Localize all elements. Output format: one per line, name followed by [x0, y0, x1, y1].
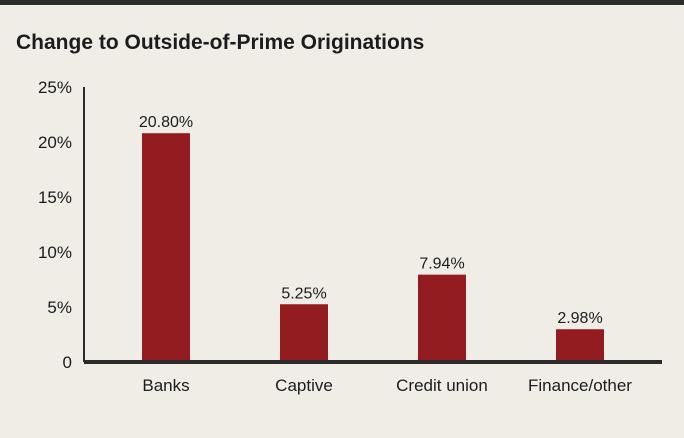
bar-credit-union — [418, 274, 466, 362]
data-label: 7.94% — [419, 256, 464, 273]
data-label: 5.25% — [281, 285, 326, 302]
y-tick-label: 25% — [38, 78, 72, 97]
data-label: 2.98% — [557, 310, 602, 327]
y-tick-label: 5% — [47, 298, 72, 317]
y-tick-label: 0 — [63, 353, 72, 372]
data-label: 20.80% — [139, 114, 193, 131]
bar-finance-other — [556, 329, 604, 362]
bar-banks — [142, 133, 190, 362]
y-tick-label: 10% — [38, 243, 72, 262]
y-tick-label: 15% — [38, 188, 72, 207]
x-category-label: Finance/other — [528, 376, 632, 395]
y-tick-label: 20% — [38, 133, 72, 152]
bar-captive — [280, 304, 328, 362]
x-category-label: Credit union — [396, 376, 488, 395]
x-category-label: Banks — [142, 376, 189, 395]
chart-title: Change to Outside-of-Prime Originations — [16, 31, 425, 54]
x-category-label: Captive — [275, 376, 333, 395]
bar-chart: 0 5% 10% 15% 20% 25% 20.80% Banks 5.25% Captive 7.… — [38, 78, 662, 395]
